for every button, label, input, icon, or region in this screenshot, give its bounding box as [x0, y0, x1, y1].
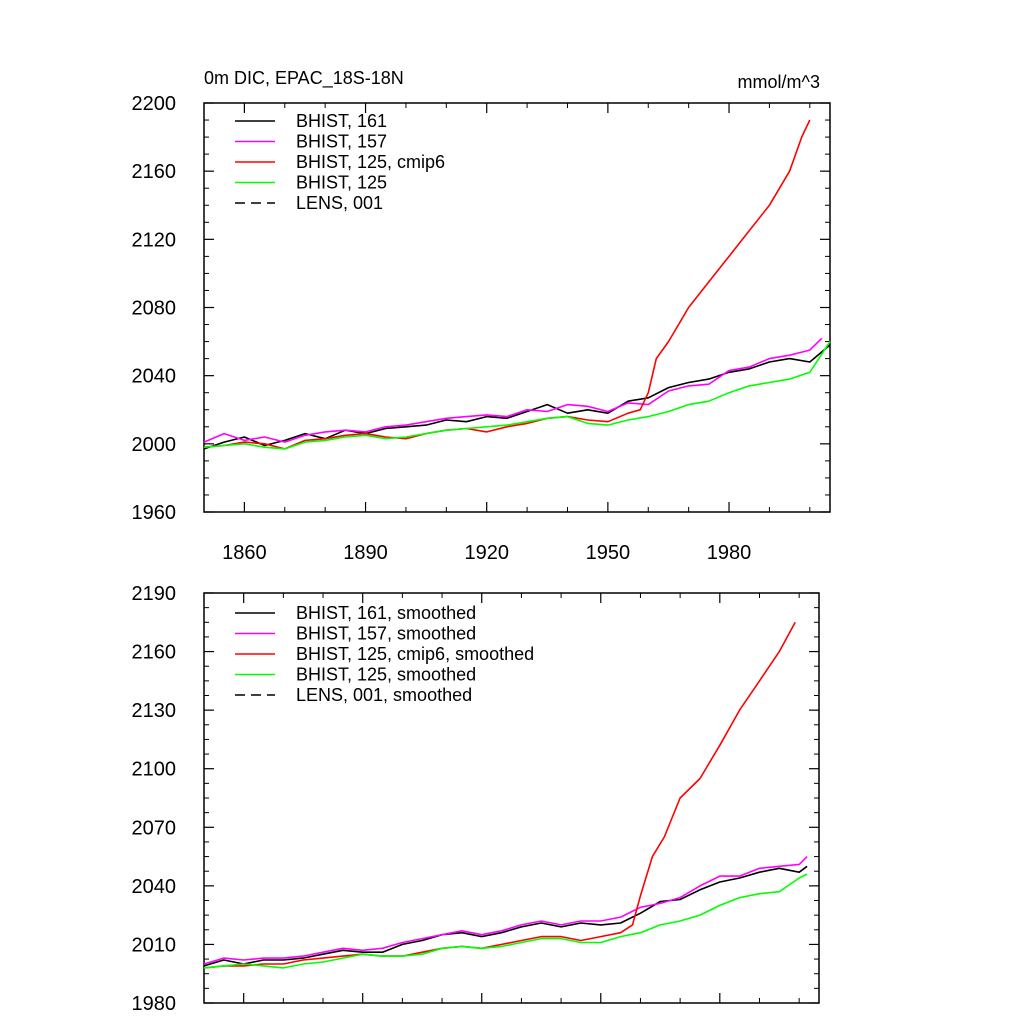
- series-line-2: [203, 337, 823, 443]
- y-tick-label: 2040: [132, 876, 177, 898]
- y-tick-label: 2070: [132, 817, 177, 839]
- y-tick-label: 2130: [132, 700, 177, 722]
- series-line-3: [203, 119, 811, 450]
- y-tick-label: 2000: [132, 434, 177, 456]
- series-line-1: [203, 865, 808, 967]
- units-label: mmol/m^3: [738, 72, 820, 92]
- axis-ticks: [203, 592, 819, 1004]
- series-line-2: [203, 856, 808, 965]
- series-lines: [203, 119, 831, 450]
- y-tick-label: 2120: [132, 229, 177, 251]
- y-tick-label: 2160: [132, 161, 177, 183]
- axis-ticks: [203, 102, 830, 513]
- series-line-3: [203, 621, 796, 969]
- y-tick-label: 1960: [132, 502, 177, 524]
- legend-label: BHIST, 125, smoothed: [296, 665, 476, 685]
- y-tick-label: 2190: [132, 583, 177, 605]
- x-tick-label: 1860: [222, 542, 267, 564]
- x-tick-label: 1980: [707, 542, 752, 564]
- legend-label: BHIST, 157, smoothed: [296, 624, 476, 644]
- y-tick-label: 2040: [132, 366, 177, 388]
- series-lines: [203, 621, 808, 969]
- legend-label: LENS, 001, smoothed: [296, 685, 472, 705]
- y-tick-label: 1980: [132, 993, 177, 1015]
- y-tick-label: 2200: [132, 93, 177, 115]
- y-tick-label: 2010: [132, 934, 177, 956]
- y-tick-label: 2160: [132, 642, 177, 664]
- legend-label: BHIST, 161: [296, 111, 387, 131]
- y-tick-label: 2080: [132, 298, 177, 320]
- series-line-1: [203, 344, 831, 450]
- axis-tick-labels: 1860 1890 1920 1950 1980 1960 2000 2040 2080 2120…: [132, 93, 752, 564]
- legend-label: BHIST, 125: [296, 173, 387, 193]
- bottom-panel: 1980 2010 2040 2070 2100 2130 2160 2190 BHIST, …: [132, 583, 820, 1015]
- axis-tick-labels: 1980 2010 2040 2070 2100 2130 2160 2190: [132, 583, 177, 1015]
- y-tick-label: 2100: [132, 759, 177, 781]
- top-panel: 0m DIC, EPAC_18S-18N mmol/m^3 1860 1890 19…: [132, 68, 831, 564]
- chart-title: 0m DIC, EPAC_18S-18N: [204, 68, 404, 89]
- legend-label: LENS, 001: [296, 193, 383, 213]
- series-line-4: [203, 873, 808, 969]
- series-line-4: [203, 341, 831, 450]
- x-tick-label: 1950: [586, 542, 631, 564]
- legend-label: BHIST, 125, cmip6: [296, 152, 445, 172]
- x-tick-label: 1920: [464, 542, 509, 564]
- x-tick-label: 1890: [343, 542, 388, 564]
- legend-label: BHIST, 157: [296, 132, 387, 152]
- legend-label: BHIST, 161, smoothed: [296, 603, 476, 623]
- legend-label: BHIST, 125, cmip6, smoothed: [296, 644, 534, 664]
